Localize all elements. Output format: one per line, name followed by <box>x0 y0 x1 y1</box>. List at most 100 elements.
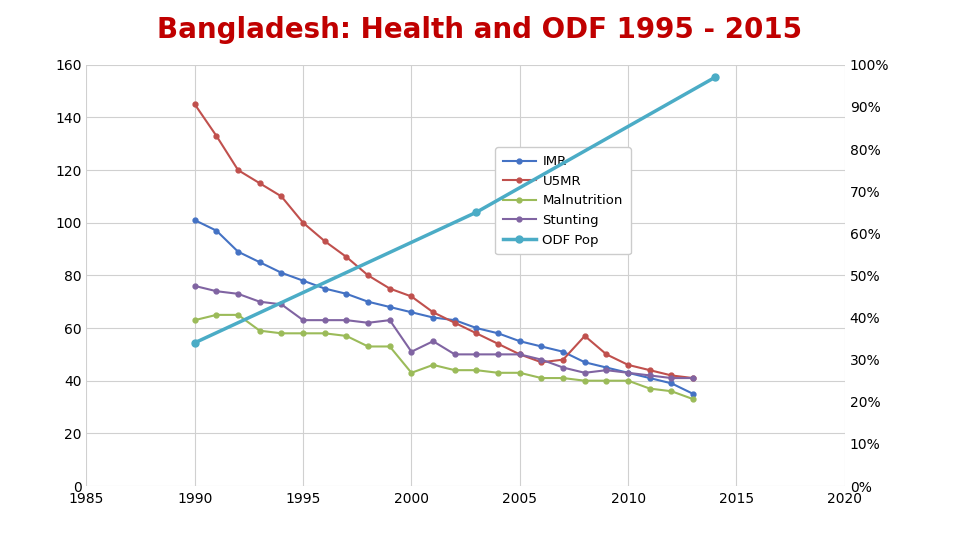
IMR <box>579 359 590 366</box>
Malnutrition <box>601 377 612 384</box>
Malnutrition <box>536 375 547 381</box>
Malnutrition <box>232 312 244 318</box>
Line: IMR: IMR <box>192 218 696 396</box>
IMR <box>492 330 504 336</box>
Stunting <box>341 317 352 323</box>
U5MR <box>189 101 201 107</box>
Stunting <box>232 291 244 297</box>
Stunting <box>362 320 373 326</box>
U5MR <box>362 272 373 279</box>
Malnutrition <box>341 333 352 339</box>
Malnutrition <box>406 369 418 376</box>
Stunting <box>470 351 482 357</box>
IMR <box>298 278 309 284</box>
Malnutrition <box>665 388 677 394</box>
Malnutrition <box>558 375 569 381</box>
U5MR <box>492 341 504 347</box>
IMR <box>514 338 525 345</box>
Text: Bangladesh: Health and ODF 1995 - 2015: Bangladesh: Health and ODF 1995 - 2015 <box>157 16 803 44</box>
U5MR <box>644 367 656 374</box>
IMR <box>644 375 656 381</box>
IMR <box>189 217 201 224</box>
U5MR <box>384 285 396 292</box>
U5MR <box>276 193 287 200</box>
Malnutrition <box>449 367 461 374</box>
Stunting <box>276 301 287 308</box>
Malnutrition <box>514 369 525 376</box>
U5MR <box>298 219 309 226</box>
Malnutrition <box>622 377 634 384</box>
Malnutrition <box>362 343 373 350</box>
Malnutrition <box>298 330 309 336</box>
U5MR <box>406 293 418 300</box>
Malnutrition <box>319 330 330 336</box>
Malnutrition <box>276 330 287 336</box>
Malnutrition <box>492 369 504 376</box>
Stunting <box>665 375 677 381</box>
Malnutrition <box>384 343 396 350</box>
Stunting <box>298 317 309 323</box>
IMR <box>449 317 461 323</box>
Malnutrition <box>427 362 439 368</box>
IMR <box>254 259 266 266</box>
IMR <box>319 285 330 292</box>
U5MR <box>687 375 699 381</box>
ODF Pop <box>470 209 482 215</box>
Malnutrition <box>254 327 266 334</box>
U5MR <box>579 333 590 339</box>
Stunting <box>644 372 656 379</box>
Stunting <box>210 288 222 294</box>
U5MR <box>601 351 612 357</box>
U5MR <box>558 356 569 363</box>
IMR <box>665 380 677 387</box>
U5MR <box>470 330 482 336</box>
Stunting <box>189 283 201 289</box>
Stunting <box>536 356 547 363</box>
Line: Stunting: Stunting <box>192 284 696 381</box>
Stunting <box>514 351 525 357</box>
Stunting <box>579 369 590 376</box>
Stunting <box>601 367 612 374</box>
IMR <box>210 227 222 234</box>
IMR <box>384 303 396 310</box>
Stunting <box>319 317 330 323</box>
U5MR <box>341 254 352 260</box>
Malnutrition <box>687 396 699 402</box>
IMR <box>601 364 612 371</box>
ODF Pop <box>189 340 201 346</box>
Stunting <box>449 351 461 357</box>
Stunting <box>558 364 569 371</box>
U5MR <box>210 133 222 139</box>
IMR <box>427 314 439 321</box>
Malnutrition <box>210 312 222 318</box>
IMR <box>470 325 482 331</box>
U5MR <box>319 238 330 245</box>
Line: ODF Pop: ODF Pop <box>191 74 718 346</box>
IMR <box>341 291 352 297</box>
U5MR <box>254 180 266 186</box>
U5MR <box>449 320 461 326</box>
Stunting <box>492 351 504 357</box>
Stunting <box>622 369 634 376</box>
Stunting <box>687 375 699 381</box>
IMR <box>362 299 373 305</box>
U5MR <box>427 309 439 315</box>
Legend: IMR, U5MR, Malnutrition, Stunting, ODF Pop: IMR, U5MR, Malnutrition, Stunting, ODF P… <box>495 147 631 254</box>
Line: Malnutrition: Malnutrition <box>192 313 696 402</box>
IMR <box>232 248 244 255</box>
U5MR <box>536 359 547 366</box>
ODF Pop <box>709 74 721 80</box>
U5MR <box>232 167 244 173</box>
IMR <box>276 269 287 276</box>
Malnutrition <box>644 386 656 392</box>
Stunting <box>427 338 439 345</box>
IMR <box>622 369 634 376</box>
U5MR <box>665 372 677 379</box>
Malnutrition <box>470 367 482 374</box>
IMR <box>558 348 569 355</box>
Stunting <box>254 299 266 305</box>
Malnutrition <box>579 377 590 384</box>
Stunting <box>406 348 418 355</box>
IMR <box>406 309 418 315</box>
Malnutrition <box>189 317 201 323</box>
